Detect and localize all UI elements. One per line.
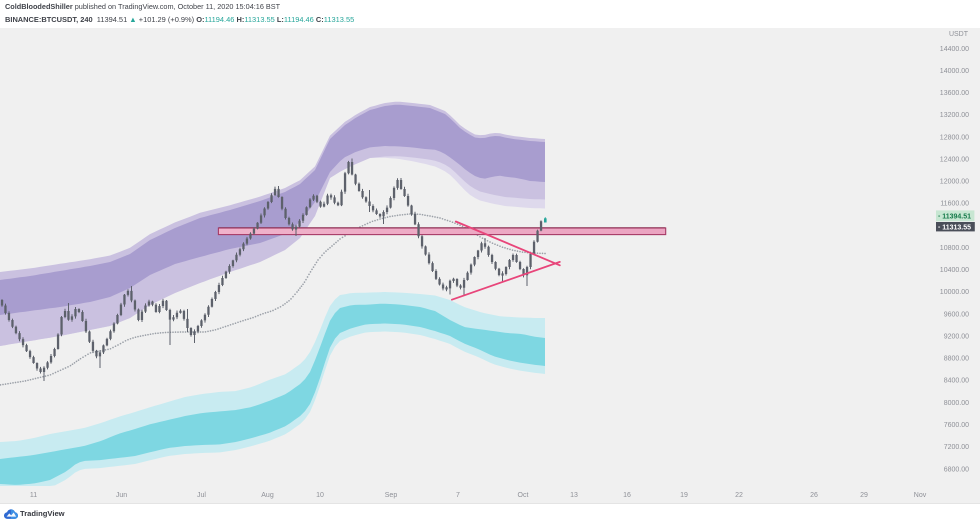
svg-text:16: 16: [623, 492, 631, 499]
svg-text:Jul: Jul: [197, 492, 206, 499]
svg-text:7600.00: 7600.00: [944, 422, 969, 429]
svg-text:8800.00: 8800.00: [944, 356, 969, 363]
svg-text:-: -: [938, 224, 941, 231]
svg-text:11600.00: 11600.00: [940, 201, 969, 208]
svg-text:14400.00: 14400.00: [940, 46, 969, 53]
svg-text:19: 19: [680, 492, 688, 499]
svg-text:12000.00: 12000.00: [940, 179, 969, 186]
svg-text:8400.00: 8400.00: [944, 378, 969, 385]
svg-text:9200.00: 9200.00: [944, 334, 969, 341]
svg-text:11313.55: 11313.55: [942, 224, 971, 231]
svg-text:26: 26: [810, 492, 818, 499]
svg-text:13: 13: [570, 492, 578, 499]
svg-text:10400.00: 10400.00: [940, 267, 969, 274]
svg-text:12800.00: 12800.00: [940, 134, 969, 141]
svg-text:22: 22: [735, 492, 743, 499]
svg-text:29: 29: [860, 492, 868, 499]
svg-text:14000.00: 14000.00: [940, 68, 969, 75]
svg-text:Oct: Oct: [518, 492, 529, 499]
svg-text:7200.00: 7200.00: [944, 444, 969, 451]
svg-text:9600.00: 9600.00: [944, 311, 969, 318]
svg-text:12400.00: 12400.00: [940, 156, 969, 163]
svg-text:10800.00: 10800.00: [940, 245, 969, 252]
svg-text:10: 10: [316, 492, 324, 499]
svg-text:13200.00: 13200.00: [940, 112, 969, 119]
svg-text:11394.51: 11394.51: [942, 213, 971, 220]
svg-text:7: 7: [456, 492, 460, 499]
svg-text:11: 11: [30, 492, 37, 499]
svg-text:Aug: Aug: [261, 492, 274, 499]
svg-text:13600.00: 13600.00: [940, 90, 969, 97]
svg-text:USDT: USDT: [949, 31, 969, 38]
svg-text:10000.00: 10000.00: [940, 289, 969, 296]
svg-text:Jun: Jun: [116, 492, 127, 499]
svg-text:6800.00: 6800.00: [944, 466, 969, 473]
svg-text:-: -: [938, 213, 941, 220]
svg-text:8000.00: 8000.00: [944, 400, 969, 407]
svg-text:Nov: Nov: [914, 492, 927, 499]
svg-text:Sep: Sep: [385, 492, 398, 499]
